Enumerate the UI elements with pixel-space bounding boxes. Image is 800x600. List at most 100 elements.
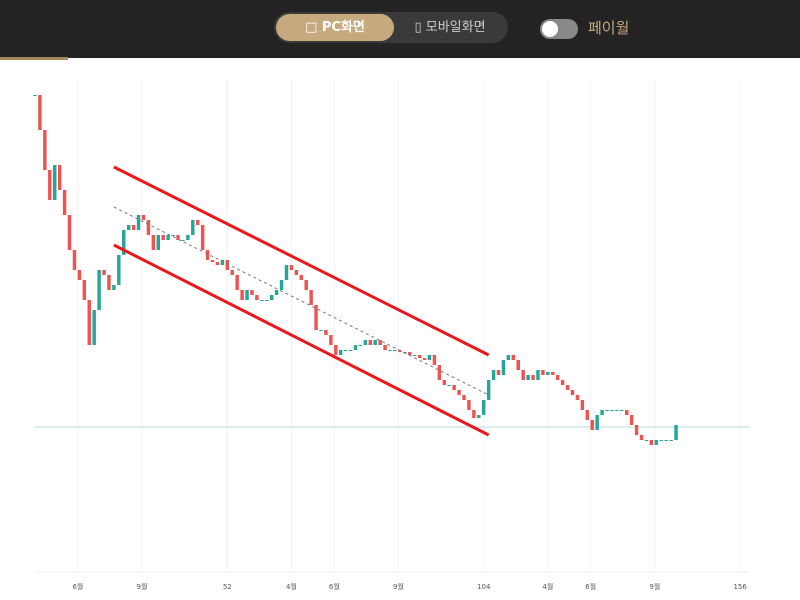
candle bbox=[235, 275, 239, 290]
candle bbox=[565, 385, 570, 390]
candle bbox=[87, 300, 91, 345]
candle bbox=[225, 260, 230, 270]
x-tick-label: 9월 bbox=[393, 582, 404, 591]
candle bbox=[412, 355, 417, 356]
candle bbox=[131, 225, 136, 230]
accent-underline bbox=[0, 57, 68, 60]
candle bbox=[570, 390, 575, 395]
candle bbox=[600, 410, 604, 415]
candle bbox=[269, 295, 274, 300]
candle bbox=[195, 220, 200, 225]
candle bbox=[422, 358, 427, 360]
candle bbox=[126, 225, 131, 230]
mobile-view-label: 모바일화면 bbox=[425, 20, 486, 35]
candle bbox=[526, 375, 530, 380]
candle bbox=[467, 400, 471, 410]
candle bbox=[260, 300, 264, 301]
candle bbox=[274, 290, 279, 295]
candle bbox=[610, 410, 614, 411]
candle bbox=[191, 220, 195, 235]
chart: 6월 9월 52 4월 6월 9월 104 4월 6월 9월 156 bbox=[33, 80, 750, 591]
candle bbox=[348, 350, 353, 351]
candle bbox=[279, 280, 284, 290]
candle bbox=[82, 280, 87, 300]
candle bbox=[442, 380, 447, 385]
trend-line bbox=[113, 206, 489, 396]
x-tick-label: 6월 bbox=[585, 582, 596, 591]
candle bbox=[97, 270, 101, 310]
candle bbox=[250, 290, 254, 295]
candle bbox=[161, 235, 165, 240]
mobile-view-button[interactable]: ▯ 모바일화면 bbox=[414, 20, 486, 35]
candle bbox=[649, 440, 654, 445]
x-tick-label: 9월 bbox=[649, 582, 660, 591]
x-tick-label: 4월 bbox=[286, 582, 297, 591]
candle bbox=[516, 360, 520, 370]
candle bbox=[245, 290, 249, 300]
candle bbox=[462, 395, 466, 400]
candle bbox=[52, 165, 57, 200]
candle bbox=[496, 370, 501, 375]
candle bbox=[304, 280, 308, 290]
candle bbox=[353, 345, 358, 350]
candle bbox=[501, 360, 506, 375]
candle bbox=[176, 235, 180, 240]
candle bbox=[383, 345, 387, 350]
trend-line bbox=[113, 243, 490, 437]
candle bbox=[615, 410, 619, 411]
candle bbox=[408, 352, 412, 355]
candle bbox=[215, 262, 220, 265]
candle bbox=[289, 265, 294, 270]
candle bbox=[669, 440, 673, 441]
candle bbox=[210, 260, 215, 262]
candle bbox=[575, 395, 580, 400]
candle bbox=[141, 215, 146, 220]
candle bbox=[33, 95, 37, 96]
candle bbox=[664, 440, 668, 441]
candle bbox=[605, 410, 609, 411]
candle bbox=[38, 95, 42, 130]
candle bbox=[240, 290, 244, 300]
x-tick-label: 156 bbox=[733, 583, 747, 591]
candle bbox=[427, 355, 432, 360]
candle bbox=[546, 372, 550, 375]
top-bar: □ PC화면 ▯ 모바일화면 페이월 bbox=[0, 0, 800, 58]
candle bbox=[580, 400, 585, 410]
candle bbox=[200, 225, 205, 250]
candle bbox=[294, 270, 299, 275]
candle bbox=[486, 380, 491, 400]
candle bbox=[541, 370, 545, 375]
candle bbox=[102, 270, 106, 275]
candle bbox=[551, 372, 555, 375]
candle bbox=[639, 435, 644, 440]
candle bbox=[92, 310, 96, 345]
x-tick-label: 4월 bbox=[542, 582, 553, 591]
candle bbox=[107, 275, 111, 290]
candle bbox=[491, 370, 496, 380]
candle bbox=[186, 235, 190, 240]
candle bbox=[338, 350, 343, 355]
candle bbox=[166, 235, 170, 240]
candle bbox=[151, 235, 156, 250]
x-tick-label: 104 bbox=[477, 583, 491, 591]
candle bbox=[67, 215, 72, 250]
candle bbox=[481, 400, 486, 415]
candle bbox=[447, 385, 451, 386]
candle bbox=[373, 340, 377, 345]
candle bbox=[368, 340, 373, 345]
candle bbox=[62, 190, 67, 215]
candle bbox=[531, 375, 535, 380]
trend-line bbox=[113, 165, 490, 357]
candle bbox=[324, 330, 328, 335]
paywall-switch[interactable] bbox=[540, 19, 578, 39]
candle bbox=[136, 215, 141, 230]
candle bbox=[620, 410, 624, 411]
candle bbox=[319, 330, 323, 331]
candle bbox=[555, 375, 560, 380]
candle bbox=[220, 260, 225, 265]
switch-knob bbox=[542, 21, 558, 37]
candle bbox=[417, 355, 422, 358]
candle bbox=[560, 380, 565, 385]
pc-view-button[interactable]: □ PC화면 bbox=[276, 14, 394, 41]
candle bbox=[117, 255, 121, 285]
